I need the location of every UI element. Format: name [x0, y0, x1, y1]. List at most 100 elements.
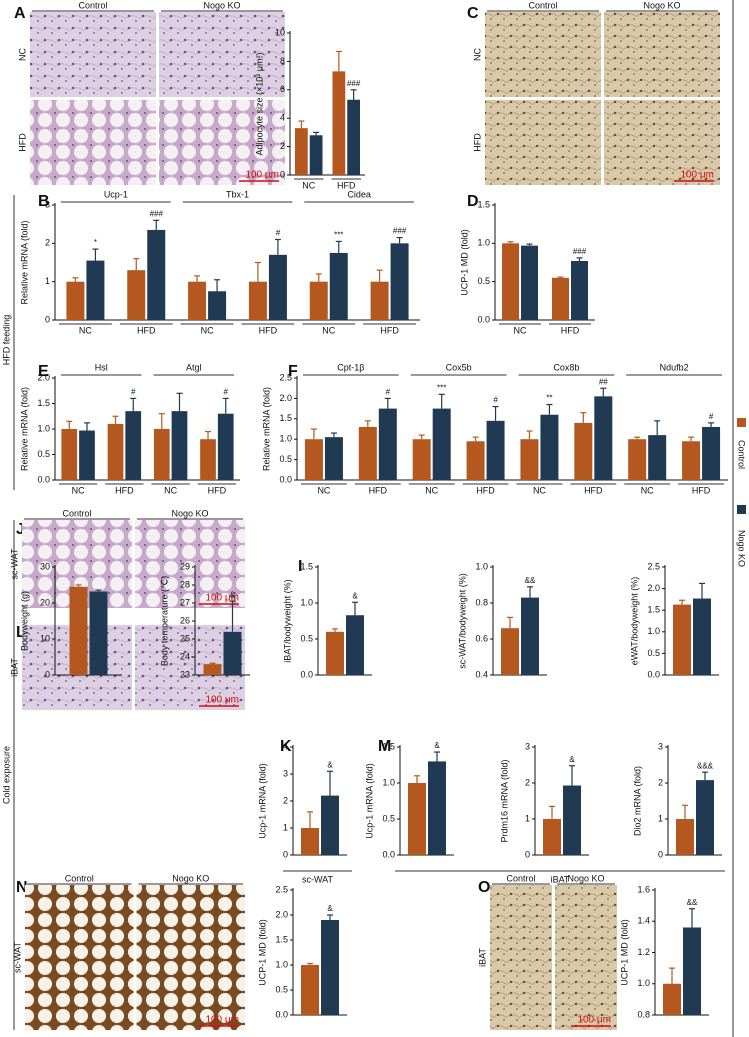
- x-tick-label: NC: [641, 485, 654, 495]
- micrograph: [604, 100, 720, 185]
- y-tick-label: 2.5: [275, 884, 288, 894]
- panel-letter: M: [378, 738, 391, 755]
- significance: #: [709, 412, 714, 421]
- bar: [332, 71, 346, 175]
- y-tick-label: 25: [180, 633, 190, 643]
- y-axis-label: Body temperature (℃): [159, 576, 169, 666]
- y-tick-label: 0: [280, 169, 285, 179]
- y-tick-label: 0: [525, 849, 530, 859]
- y-tick-label: 2.5: [279, 372, 292, 382]
- significance: #: [131, 388, 136, 397]
- bar: [521, 245, 538, 320]
- y-tick-label: 1.5: [279, 413, 292, 423]
- group-label: Atgl: [186, 362, 202, 372]
- row-label: iBAT: [9, 658, 19, 677]
- scale-label: 100 μm: [245, 170, 279, 181]
- y-tick-label: 1.0: [647, 626, 660, 636]
- column-label: Nogo KO: [643, 0, 680, 10]
- y-axis-label: Prdm16 mRNA (fold): [499, 759, 509, 842]
- bar: [540, 414, 559, 480]
- y-tick-label: 2.5: [647, 561, 660, 571]
- x-axis-label: iBAT: [551, 874, 570, 884]
- y-tick-label: 1.2: [637, 947, 650, 957]
- y-axis-label: Adipocyte size (×10² μm²): [254, 53, 264, 156]
- section-label: Cold exposure: [1, 746, 11, 804]
- significance: &: [569, 755, 575, 764]
- row-label: NC: [17, 48, 27, 61]
- group-label: Hsl: [95, 362, 108, 372]
- bar: [79, 430, 95, 480]
- y-tick-label: 0.0: [37, 474, 50, 484]
- x-tick-label: NC: [79, 325, 92, 335]
- y-tick-label: 2: [45, 238, 50, 248]
- x-tick-label: HFD: [137, 325, 156, 335]
- y-tick-label: 0.6: [475, 633, 488, 643]
- legend-swatch: [737, 418, 746, 427]
- y-tick-label: 0: [658, 849, 663, 859]
- y-tick-label: 0.8: [637, 1009, 650, 1019]
- y-tick-label: 1: [658, 813, 663, 823]
- y-tick-label: 30: [40, 561, 50, 571]
- y-tick-label: 24: [180, 651, 190, 661]
- row-label: NC: [472, 48, 482, 61]
- y-tick-label: 0.0: [279, 474, 292, 484]
- y-axis-label: Bodyweight (g): [19, 591, 29, 651]
- panel-letter: B: [38, 193, 50, 210]
- column-label: Nogo KO: [172, 873, 209, 883]
- bar: [203, 664, 222, 675]
- y-tick-label: 4: [283, 741, 288, 751]
- y-tick-label: 0.5: [647, 648, 660, 658]
- significance: &: [230, 590, 236, 599]
- column-label: Control: [62, 508, 91, 518]
- significance: ##: [599, 377, 608, 386]
- significance: #: [386, 388, 391, 397]
- panel-letter: A: [14, 5, 26, 22]
- y-tick-label: 0.5: [477, 276, 490, 286]
- micrograph: [604, 12, 720, 97]
- scale-label: 100 μm: [205, 695, 239, 706]
- section-label: HFD feeding: [1, 315, 11, 366]
- x-tick-label: NC: [164, 485, 177, 495]
- bar: [324, 437, 343, 480]
- y-tick-label: 2: [280, 141, 285, 151]
- scale-label: 100 μm: [205, 1015, 239, 1026]
- significance: ###: [393, 227, 407, 236]
- bar: [521, 597, 539, 675]
- y-tick-label: 1.6: [637, 884, 650, 894]
- group-label: Ndufb2: [660, 362, 689, 372]
- micrograph: [136, 885, 245, 1030]
- panel-letter: I: [298, 558, 302, 575]
- bar: [552, 277, 569, 320]
- y-tick-label: 1.5: [647, 605, 660, 615]
- bar: [147, 229, 166, 320]
- bar: [107, 423, 124, 480]
- x-tick-label: HFD: [561, 325, 580, 335]
- y-tick-label: 1.0: [275, 959, 288, 969]
- bar: [501, 628, 519, 675]
- bar: [295, 128, 308, 175]
- micrograph: [30, 100, 156, 185]
- significance: ###: [347, 79, 361, 88]
- y-axis-label: UCP-1 MD (fold): [619, 919, 629, 986]
- bar: [326, 631, 344, 675]
- bar: [171, 411, 188, 480]
- bar: [217, 413, 234, 480]
- panel-letter: E: [38, 363, 49, 380]
- bar: [309, 281, 328, 320]
- micrograph: [490, 885, 552, 1030]
- bar: [693, 598, 711, 675]
- bar: [248, 281, 267, 320]
- y-tick-label: 0.5: [300, 633, 313, 643]
- panel-letter: D: [467, 193, 479, 210]
- bar: [682, 441, 701, 480]
- significance: ###: [150, 209, 164, 218]
- y-tick-label: 1: [525, 813, 530, 823]
- scale-label: 100 μm: [680, 170, 714, 181]
- micrograph: [135, 520, 245, 608]
- significance: ###: [573, 247, 587, 256]
- y-tick-label: 2: [525, 777, 530, 787]
- bar: [563, 785, 581, 855]
- panel-letter: F: [288, 363, 298, 380]
- y-tick-label: 0: [283, 849, 288, 859]
